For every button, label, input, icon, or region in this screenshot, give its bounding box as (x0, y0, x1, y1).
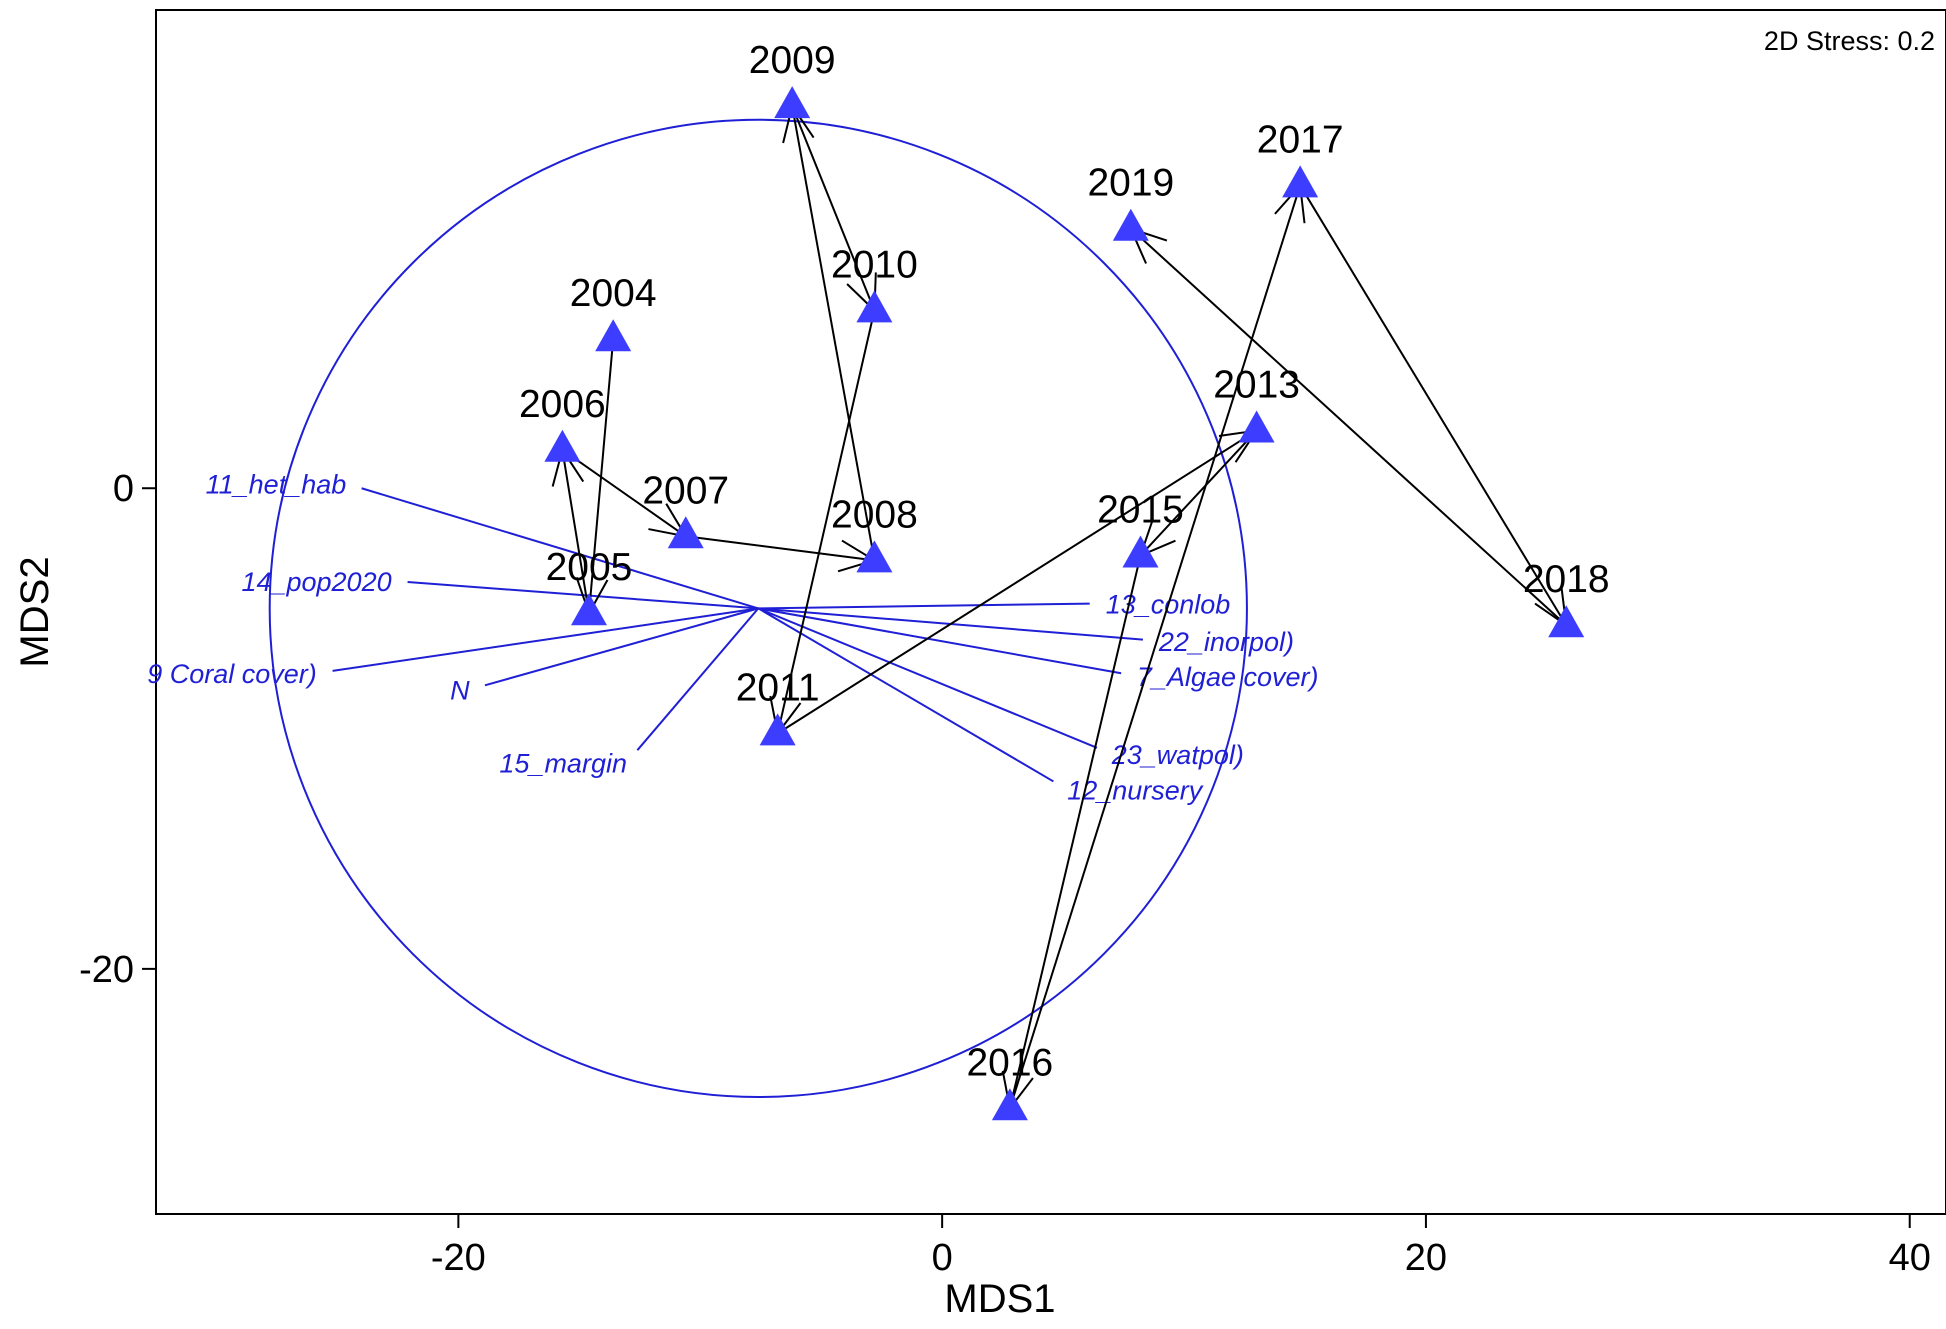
trajectory-segment (561, 449, 590, 614)
point-label: 2017 (1257, 118, 1344, 161)
x-tick-label: 20 (1405, 1237, 1447, 1279)
trajectory-segment (777, 429, 1258, 735)
point-label: 2018 (1523, 558, 1610, 601)
point-marker (1282, 165, 1319, 198)
trajectory-segment (1139, 429, 1258, 557)
vector-label: 15_margin (499, 748, 627, 778)
point-marker (991, 1088, 1028, 1121)
trajectory-segment (1130, 227, 1567, 626)
point-marker (1548, 605, 1585, 638)
trajectory-segment (791, 105, 876, 311)
vector-label: 11_het_hab (206, 470, 347, 500)
y-tick-label: 0 (113, 468, 134, 510)
point-marker (595, 319, 632, 352)
vector-label: 23_watpol) (1111, 740, 1244, 770)
point-marker (1238, 410, 1275, 443)
vector-label: 7_Algae cover) (1137, 662, 1319, 692)
trajectory-segment (685, 535, 875, 562)
stress-label: 2D Stress: 0.2 (1764, 26, 1935, 56)
point-label: 2016 (966, 1041, 1053, 1084)
point-label: 2004 (570, 272, 657, 315)
vector-line (332, 607, 759, 672)
point-marker (667, 516, 704, 549)
point-label: 2007 (642, 469, 729, 512)
point-label: 2010 (831, 243, 918, 286)
point-label: 2008 (831, 493, 918, 536)
point-label: 2019 (1087, 162, 1174, 205)
point-label: 2005 (546, 546, 633, 589)
point-marker (1122, 535, 1159, 568)
point-label: 2015 (1097, 489, 1184, 532)
point-marker (856, 290, 893, 323)
point-label: 2013 (1213, 364, 1300, 407)
point-marker (570, 593, 607, 626)
point-label: 2011 (736, 666, 820, 709)
vector-line (758, 607, 1122, 675)
vector-line (484, 607, 759, 687)
point-marker (544, 429, 581, 462)
vector-line (758, 602, 1090, 610)
vector-line (636, 607, 760, 751)
trajectory-segment (791, 105, 876, 561)
vector-label: 22_inorpol) (1158, 627, 1294, 657)
y-axis-title: MDS2 (13, 556, 57, 667)
vector-label: 12_nursery (1067, 776, 1204, 806)
vector-label: N (450, 676, 470, 706)
vector-circle (268, 118, 1248, 1099)
point-marker (856, 540, 893, 573)
vector-label: 9 Coral cover) (147, 659, 317, 689)
vector-line (757, 607, 1098, 749)
vector-line (361, 487, 759, 610)
point-marker (759, 713, 796, 746)
vector-line (757, 607, 1054, 783)
x-tick-label: 40 (1889, 1237, 1931, 1279)
point-marker (1112, 208, 1149, 241)
x-tick-label: 0 (932, 1237, 953, 1279)
plot-frame (155, 9, 1946, 1215)
y-tick-label: -20 (79, 949, 134, 991)
x-axis-title: MDS1 (944, 1277, 1055, 1321)
trajectory-segment (1299, 184, 1568, 626)
point-label: 2006 (519, 383, 606, 426)
trajectory-segment (776, 310, 876, 734)
point-marker (774, 86, 811, 119)
x-tick-label: -20 (431, 1237, 486, 1279)
point-label: 2009 (749, 39, 836, 82)
trajectory-segment (561, 448, 687, 538)
trajectory-segment (1008, 555, 1142, 1109)
vector-label: 14_pop2020 (241, 567, 391, 597)
